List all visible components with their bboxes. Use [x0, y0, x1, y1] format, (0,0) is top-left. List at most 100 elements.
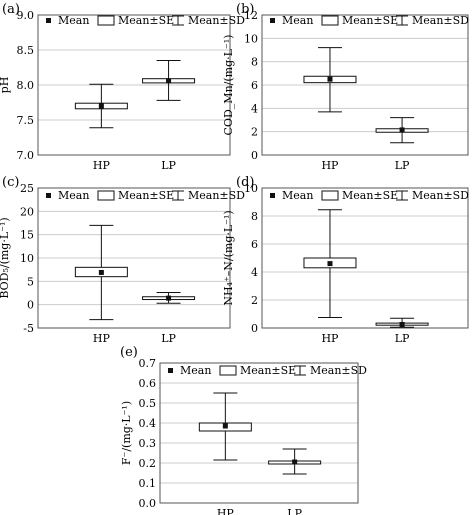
x-category-label: LP: [161, 159, 176, 172]
legend-se-swatch: [97, 15, 115, 26]
legend-mean-label: Mean: [58, 14, 89, 27]
mean-marker: [292, 459, 298, 465]
legend-se-label: Mean±SE: [342, 14, 398, 27]
mean-marker: [327, 261, 333, 267]
x-category-label: HP: [321, 332, 339, 345]
legend-mean-label: Mean: [282, 14, 313, 27]
y-tick-label: 5: [27, 275, 34, 288]
y-tick-label: 0.4: [139, 417, 157, 430]
legend-se-swatch: [97, 190, 115, 201]
legend-sd-label: Mean±SD: [188, 189, 245, 202]
y-tick-label: 0.5: [139, 397, 157, 410]
panel-label: (c): [2, 175, 19, 190]
y-tick-label: 10: [20, 252, 34, 265]
y-tick-label: 12: [244, 9, 258, 22]
legend-se-label: Mean±SE: [118, 14, 174, 27]
y-tick-label: 2: [251, 294, 258, 307]
y-tick-label: 10: [244, 182, 258, 195]
chart-panel-5: 0.0 0.1 0.2 0.3 0.4 0.5 0.6 0.7 F⁻/(mg·L⁻¹) (e) HP…: [120, 345, 367, 515]
y-tick-label: 8: [251, 210, 258, 223]
y-tick-label: 0: [251, 322, 258, 335]
y-tick-label: 6: [251, 79, 258, 92]
y-tick-label: 10: [244, 32, 258, 45]
y-axis-label: pH: [0, 77, 11, 94]
legend-mean-label: Mean: [58, 189, 89, 202]
y-axis-label: F⁻/(mg·L⁻¹): [120, 401, 133, 465]
mean-marker: [98, 103, 104, 109]
panel-label: (a): [2, 2, 20, 17]
legend-sd-label: Mean±SD: [412, 189, 469, 202]
y-tick-label: 8.5: [17, 44, 35, 57]
panel-label: (d): [236, 175, 254, 190]
y-tick-label: 4: [251, 266, 258, 279]
x-category-label: HP: [217, 507, 235, 515]
legend-mean-label: Mean: [180, 364, 211, 377]
mean-marker: [166, 78, 172, 84]
legend-mean-swatch: [270, 18, 275, 23]
y-tick-label: 0.1: [139, 477, 157, 490]
chart-panel-4: 0 2 4 6 8 10 NH₄⁺–N/(mg·L⁻¹) (d) HP LP Mean Mean±SE…: [222, 175, 469, 345]
x-category-label: HP: [93, 332, 111, 345]
y-tick-label: 25: [20, 182, 34, 195]
y-tick-label: 0.2: [139, 457, 157, 470]
y-axis-label: BOD₅/(mg·L⁻¹): [0, 217, 11, 298]
mean-marker: [399, 322, 405, 327]
y-tick-label: 6: [251, 238, 258, 251]
legend-se-swatch: [219, 365, 237, 376]
y-tick-label: 0.0: [139, 497, 157, 510]
y-tick-label: 8.0: [17, 79, 35, 92]
y-axis-label: COD_Mn/(mg·L⁻¹): [222, 35, 235, 136]
plot-frame: [159, 362, 359, 504]
legend: Mean Mean±SE Mean±SD: [270, 14, 469, 27]
legend: Mean Mean±SE Mean±SD: [46, 189, 245, 202]
y-tick-label: 15: [20, 229, 34, 242]
plot-frame: [261, 14, 469, 156]
legend-se-label: Mean±SE: [118, 189, 174, 202]
plot-frame: [261, 187, 469, 329]
y-tick-label: 0: [251, 149, 258, 162]
chart-panel-1: 7.0 7.5 8.0 8.5 9.0 pH (a) HP LP Mean Mean±SE Mean±…: [0, 2, 245, 172]
x-category-label: HP: [93, 159, 111, 172]
legend-sd-label: Mean±SD: [188, 14, 245, 27]
legend: Mean Mean±SE Mean±SD: [168, 364, 367, 377]
x-category-label: LP: [161, 332, 176, 345]
y-tick-label: 7.5: [17, 114, 35, 127]
legend-mean-swatch: [168, 368, 173, 373]
y-tick-label: 4: [251, 102, 258, 115]
legend-se-label: Mean±SE: [342, 189, 398, 202]
chart-panel-2: 0 2 4 6 8 10 12 COD_Mn/(mg·L⁻¹) (b) HP LP Mean Mean±…: [222, 2, 469, 172]
legend: Mean Mean±SE Mean±SD: [270, 189, 469, 202]
x-category-label: LP: [395, 332, 410, 345]
legend-sd-label: Mean±SD: [310, 364, 367, 377]
panel-label: (e): [120, 345, 138, 360]
plot-frame: [37, 187, 231, 329]
mean-marker: [166, 295, 172, 301]
mean-marker: [327, 76, 333, 82]
panel-label: (b): [236, 2, 254, 17]
y-tick-label: 0.3: [139, 437, 157, 450]
legend-mean-swatch: [46, 18, 51, 23]
legend-se-swatch: [321, 190, 339, 201]
legend-se-label: Mean±SE: [240, 364, 296, 377]
y-tick-label: 7.0: [17, 149, 35, 162]
mean-marker: [98, 269, 104, 275]
y-tick-label: 0.6: [139, 377, 157, 390]
mean-marker: [222, 423, 228, 429]
legend-mean-label: Mean: [282, 189, 313, 202]
y-tick-label: 20: [20, 205, 34, 218]
y-tick-label: 0.7: [139, 357, 157, 370]
y-tick-label: 0: [27, 299, 34, 312]
y-tick-label: 8: [251, 56, 258, 69]
legend-sd-label: Mean±SD: [412, 14, 469, 27]
mean-marker: [399, 127, 405, 133]
legend-mean-swatch: [46, 193, 51, 198]
y-tick-label: 9.0: [17, 9, 35, 22]
y-tick-label: -5: [23, 322, 34, 335]
x-category-label: HP: [321, 159, 339, 172]
y-axis-label: NH₄⁺–N/(mg·L⁻¹): [222, 210, 235, 305]
y-tick-label: 2: [251, 126, 258, 139]
plot-frame: [37, 14, 231, 156]
x-category-label: LP: [395, 159, 410, 172]
